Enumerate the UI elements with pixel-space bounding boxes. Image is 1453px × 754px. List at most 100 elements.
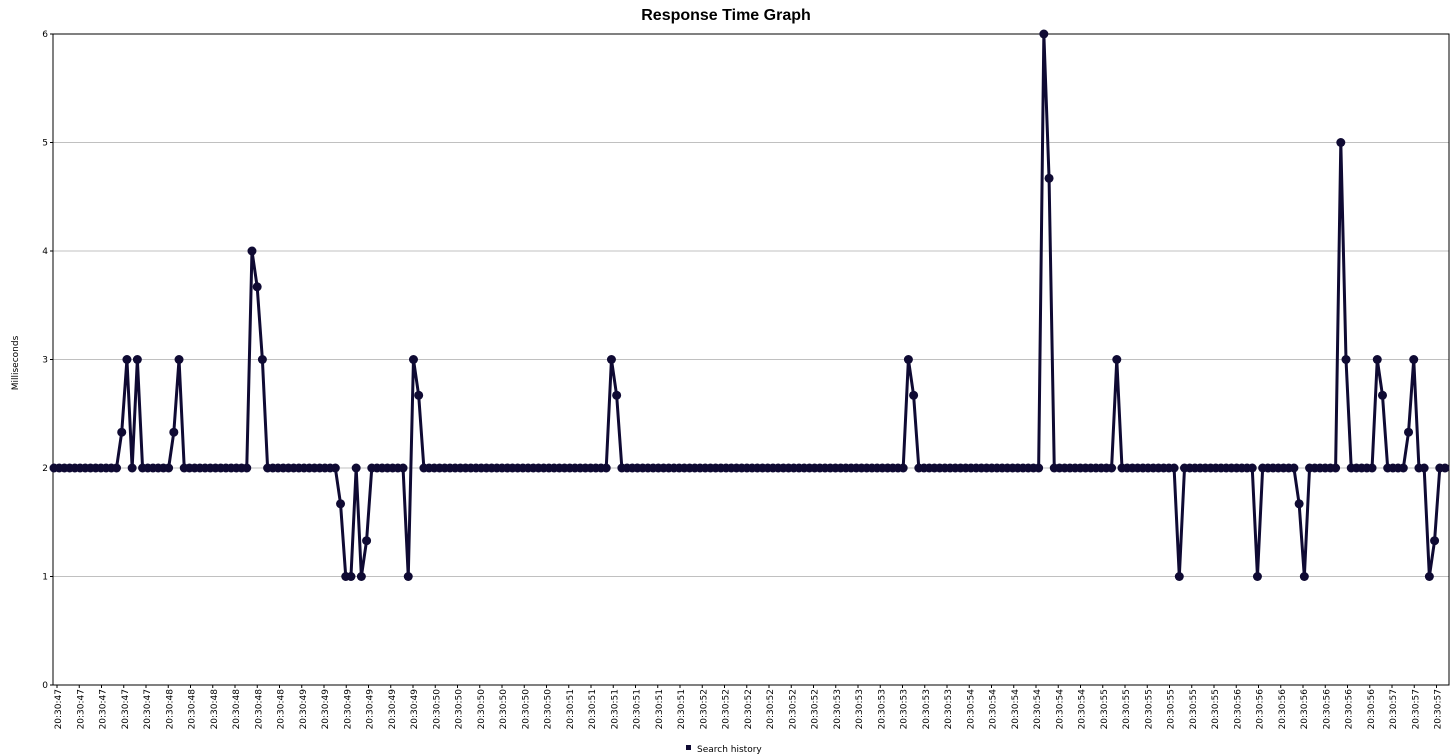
data-point [1341,355,1351,364]
data-point [252,282,262,292]
legend: Search history [686,745,762,754]
data-point [247,246,257,256]
x-tick-label: 20:30:56 [1367,689,1377,730]
y-tick-label: 1 [42,573,48,583]
x-tick-label: 20:30:53 [922,689,932,729]
data-point [1430,536,1440,546]
x-tick-label: 20:30:56 [1345,689,1355,730]
data-point [1440,463,1450,473]
x-tick-label: 20:30:50 [432,689,442,730]
x-tick-label: 20:30:55 [1100,689,1110,729]
x-tick-label: 20:30:55 [1211,689,1221,729]
data-point [117,427,127,437]
x-tick-label: 20:30:57 [1389,689,1399,729]
data-point [1174,572,1184,581]
x-tick-label: 20:30:55 [1122,689,1132,729]
data-point [362,536,372,546]
x-tick-label: 20:30:54 [1078,689,1088,730]
data-point [122,355,132,364]
x-tick-label: 20:30:48 [254,689,264,730]
data-point [1372,355,1382,364]
chart-title: Response Time Graph [641,7,811,24]
x-tick-label: 20:30:51 [610,689,620,729]
x-tick-label: 20:30:49 [388,689,398,730]
x-tick-label: 20:30:57 [1434,689,1444,729]
data-point [1294,499,1304,509]
x-tick-label: 20:30:47 [99,689,109,729]
x-tick-label: 20:30:54 [1011,689,1021,730]
x-tick-label: 20:30:47 [54,689,64,729]
data-point [169,427,179,437]
data-point [414,390,424,400]
x-tick-label: 20:30:48 [188,689,198,730]
data-point [1331,463,1341,473]
data-point [909,390,919,400]
x-tick-label: 20:30:55 [1144,689,1154,729]
x-tick-label: 20:30:57 [1411,689,1421,729]
x-tick-label: 20:30:49 [299,689,309,730]
data-point [174,355,184,364]
x-tick-label: 20:30:50 [521,689,531,730]
y-tick-label: 6 [42,30,48,40]
x-tick-label: 20:30:51 [566,689,576,729]
x-tick-label: 20:30:53 [900,689,910,729]
x-tick-label: 20:30:54 [1055,689,1065,730]
y-tick-label: 4 [42,247,48,257]
y-tick-label: 0 [42,681,48,691]
x-tick-label: 20:30:50 [477,689,487,730]
data-point [330,463,340,473]
x-tick-label: 20:30:50 [499,689,509,730]
data-point [346,572,356,581]
data-point [336,499,346,509]
x-tick-label: 20:30:48 [232,689,242,730]
y-tick-label: 2 [42,464,48,474]
data-point [132,355,142,364]
data-point [1289,463,1299,473]
x-tick-label: 20:30:55 [1189,689,1199,729]
data-point [1039,29,1049,39]
y-axis-label: Milliseconds [11,335,21,390]
data-point [606,355,616,364]
data-point [898,463,908,473]
data-point [1404,427,1414,437]
x-tick-label: 20:30:56 [1322,689,1332,730]
data-point [398,463,408,473]
y-axis-ticks: 0 1 2 3 4 5 6 [42,30,53,691]
data-point [1247,463,1257,473]
series-layer [49,29,1450,581]
x-tick-label: 20:30:52 [766,689,776,729]
data-point [1107,463,1117,473]
x-tick-label: 20:30:53 [944,689,954,729]
data-point [1112,355,1122,364]
x-tick-label: 20:30:56 [1300,689,1310,730]
series-line [54,32,1445,578]
x-tick-label: 20:30:52 [788,689,798,729]
x-tick-label: 20:30:54 [989,689,999,730]
x-tick-label: 20:30:49 [366,689,376,730]
x-tick-label: 20:30:53 [855,689,865,729]
x-tick-label: 20:30:51 [655,689,665,729]
x-tick-label: 20:30:52 [744,689,754,729]
x-tick-label: 20:30:52 [699,689,709,729]
legend-swatch [686,745,691,750]
data-point [403,572,413,581]
data-point [1424,572,1434,581]
data-point [127,463,137,473]
x-tick-label: 20:30:47 [76,689,86,729]
x-tick-label: 20:30:51 [588,689,598,729]
y-tick-label: 5 [42,139,48,149]
x-tick-label: 20:30:53 [833,689,843,729]
x-tick-label: 20:30:54 [1033,689,1043,730]
x-tick-label: 20:30:48 [277,689,287,730]
data-point [1169,463,1179,473]
data-point [1367,463,1377,473]
x-tick-label: 20:30:49 [343,689,353,730]
data-point [408,355,418,364]
data-point [242,463,252,473]
x-tick-label: 20:30:50 [455,689,465,730]
x-tick-label: 20:30:47 [121,689,131,729]
x-tick-label: 20:30:56 [1256,689,1266,730]
x-tick-label: 20:30:47 [143,689,153,729]
data-point [1377,390,1387,400]
data-point [356,572,366,581]
